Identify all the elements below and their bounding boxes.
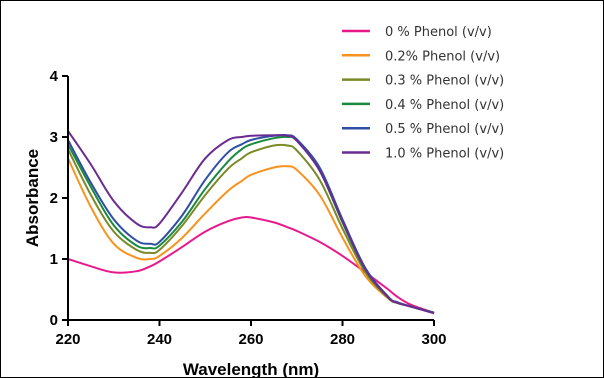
series-line-5 <box>67 133 435 314</box>
y-tick-label: 0 <box>50 312 58 329</box>
legend-label: 1.0 % Phenol (v/v) <box>385 147 504 162</box>
legend-label: 0.3 % Phenol (v/v) <box>385 74 504 89</box>
y-tick-label: 2 <box>50 190 58 207</box>
y-ticks: 0 1 2 3 4 <box>50 68 68 329</box>
legend: 0 % Phenol (v/v) 0.2% Phenol (v/v) 0.3 % P… <box>342 25 504 162</box>
x-tick-label: 280 <box>330 331 355 348</box>
legend-label: 0.4 % Phenol (v/v) <box>385 98 504 113</box>
x-ticks: 220 240 260 280 300 <box>55 320 447 348</box>
legend-label: 0.2% Phenol (v/v) <box>385 49 500 64</box>
y-tick-label: 3 <box>50 129 58 146</box>
x-tick-label: 260 <box>238 331 263 348</box>
series-line-1 <box>67 215 435 314</box>
x-tick-label: 240 <box>147 331 172 348</box>
legend-label: 0 % Phenol (v/v) <box>385 25 492 40</box>
series-line-6 <box>67 130 435 315</box>
x-axis-title: Wavelength (nm) <box>183 360 319 378</box>
y-axis-title: Absorbance <box>23 149 42 247</box>
plot-lines <box>67 130 435 315</box>
y-tick-label: 4 <box>50 68 59 85</box>
y-tick-label: 1 <box>50 251 58 268</box>
x-tick-label: 220 <box>55 331 80 348</box>
legend-label: 0.5 % Phenol (v/v) <box>385 122 504 137</box>
x-tick-label: 300 <box>421 331 446 348</box>
